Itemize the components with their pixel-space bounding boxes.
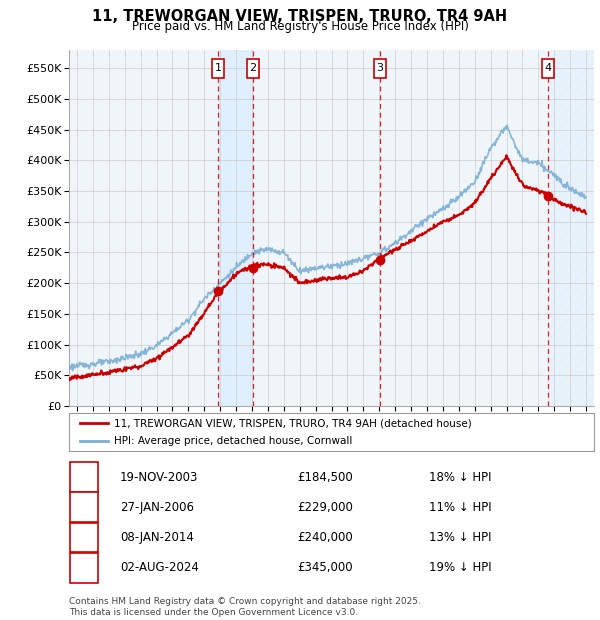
Text: 2: 2 — [80, 501, 88, 514]
Text: 1: 1 — [215, 63, 222, 73]
Text: 3: 3 — [80, 531, 88, 544]
Text: 13% ↓ HPI: 13% ↓ HPI — [429, 531, 491, 544]
Text: 02-AUG-2024: 02-AUG-2024 — [120, 561, 199, 574]
Text: 2: 2 — [250, 63, 257, 73]
Text: £184,500: £184,500 — [297, 471, 353, 484]
Text: 11, TREWORGAN VIEW, TRISPEN, TRURO, TR4 9AH: 11, TREWORGAN VIEW, TRISPEN, TRURO, TR4 … — [92, 9, 508, 24]
Bar — [218, 50, 253, 406]
Text: 27-JAN-2006: 27-JAN-2006 — [120, 501, 194, 514]
Text: 11% ↓ HPI: 11% ↓ HPI — [429, 501, 491, 514]
Text: 08-JAN-2014: 08-JAN-2014 — [120, 531, 194, 544]
Text: £240,000: £240,000 — [297, 531, 353, 544]
Text: Price paid vs. HM Land Registry's House Price Index (HPI): Price paid vs. HM Land Registry's House … — [131, 20, 469, 33]
Text: 1: 1 — [80, 471, 88, 484]
Text: 19% ↓ HPI: 19% ↓ HPI — [429, 561, 491, 574]
Text: HPI: Average price, detached house, Cornwall: HPI: Average price, detached house, Corn… — [113, 436, 352, 446]
Text: 19-NOV-2003: 19-NOV-2003 — [120, 471, 199, 484]
Text: 18% ↓ HPI: 18% ↓ HPI — [429, 471, 491, 484]
Text: Contains HM Land Registry data © Crown copyright and database right 2025.
This d: Contains HM Land Registry data © Crown c… — [69, 598, 421, 617]
Bar — [548, 50, 594, 406]
Text: £345,000: £345,000 — [297, 561, 353, 574]
Text: 11, TREWORGAN VIEW, TRISPEN, TRURO, TR4 9AH (detached house): 11, TREWORGAN VIEW, TRISPEN, TRURO, TR4 … — [113, 418, 472, 428]
FancyBboxPatch shape — [247, 58, 259, 78]
Text: 4: 4 — [544, 63, 551, 73]
FancyBboxPatch shape — [212, 58, 224, 78]
FancyBboxPatch shape — [374, 58, 386, 78]
FancyBboxPatch shape — [542, 58, 554, 78]
Text: 4: 4 — [80, 561, 88, 574]
Text: £229,000: £229,000 — [297, 501, 353, 514]
Text: 3: 3 — [376, 63, 383, 73]
